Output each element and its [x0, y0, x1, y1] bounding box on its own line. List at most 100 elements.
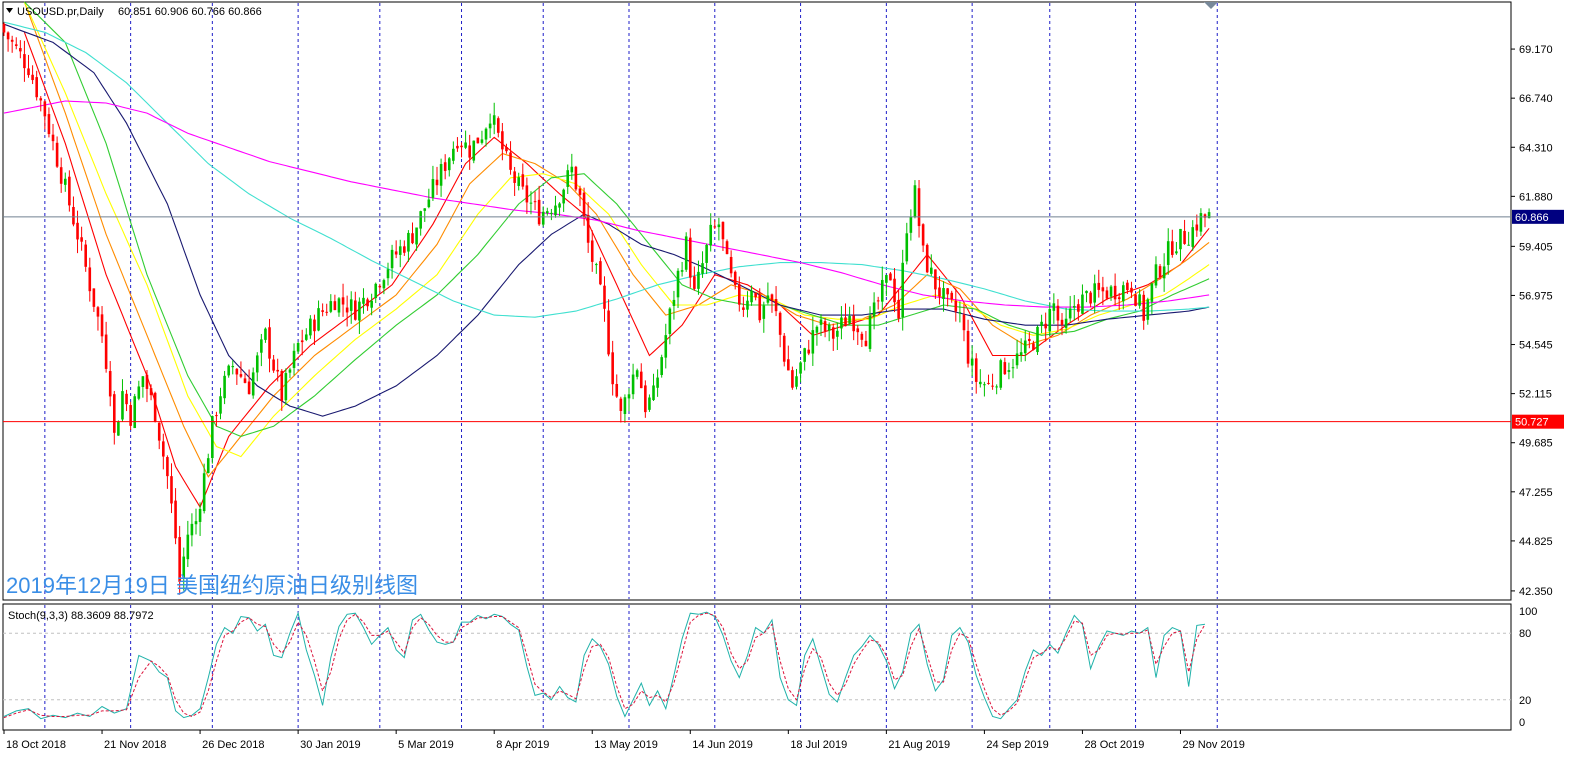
candle-body [1044, 323, 1047, 329]
candle-body [917, 188, 921, 227]
candle-body [415, 227, 418, 245]
x-tick-label: 21 Nov 2018 [104, 739, 166, 751]
candle-body [733, 271, 737, 285]
candle-body [827, 324, 831, 331]
candle-body [848, 316, 851, 324]
candle-body [370, 300, 373, 308]
candle-body [844, 317, 847, 327]
candle-body [954, 300, 958, 312]
candle-body [995, 386, 998, 388]
stochastic-axis: 100 80 20 0 [1519, 606, 1537, 729]
candle-body [398, 246, 402, 255]
candle-body [1089, 292, 1092, 304]
candle-body [1171, 241, 1174, 255]
candle-body [672, 299, 676, 306]
candle-body [901, 262, 904, 318]
candle-body [386, 269, 390, 279]
candle-body [309, 318, 312, 336]
candle-body [595, 264, 598, 266]
candle-body [738, 284, 741, 305]
candle-body [411, 233, 414, 244]
candle-body [31, 74, 34, 81]
candle-body [1134, 294, 1137, 306]
y-tick-label: 61.880 [1519, 191, 1553, 203]
candle-body [615, 383, 619, 397]
candle-body [938, 287, 941, 297]
candle-body [362, 297, 365, 304]
y-tick-label: 56.975 [1519, 290, 1553, 302]
candle-body [345, 307, 349, 313]
candle-body [419, 211, 422, 229]
candle-body [893, 278, 896, 303]
candle-body [496, 118, 500, 133]
x-tick-label: 28 Oct 2019 [1084, 739, 1144, 751]
candle-body [374, 283, 378, 299]
candle-body [1093, 283, 1096, 303]
candle-body [19, 48, 22, 52]
candle-body [88, 267, 92, 292]
candle-body [366, 299, 369, 307]
candle-body [174, 500, 177, 539]
candle-body [713, 226, 717, 228]
candle-body [680, 270, 684, 272]
candle-body [823, 321, 827, 332]
candle-body [1056, 305, 1060, 321]
candle-body [746, 300, 749, 310]
candle-body [942, 288, 945, 300]
candle-body [1032, 343, 1035, 350]
y-tick-label: 52.115 [1519, 389, 1552, 401]
price-panel[interactable] [2, 1, 1512, 601]
candle-body [378, 285, 382, 288]
dropdown-triangle-icon[interactable] [6, 8, 13, 13]
candle-body [149, 388, 153, 396]
x-tick-label: 5 Mar 2019 [398, 739, 454, 751]
candle-body [635, 370, 639, 377]
candle-body [1019, 352, 1023, 356]
candle-body [117, 421, 120, 436]
candle-body [186, 534, 190, 560]
candle-body [6, 32, 10, 40]
candle-body [68, 176, 71, 206]
candle-body [1003, 362, 1007, 375]
shift-marker-icon[interactable] [1204, 2, 1218, 9]
candle-body [1130, 287, 1133, 293]
candle-body [688, 237, 692, 278]
candle-body [59, 167, 63, 184]
candle-body [1052, 303, 1056, 311]
candle-body [480, 139, 484, 143]
candle-body [464, 142, 467, 148]
candle-body [100, 314, 104, 337]
candle-body [660, 357, 663, 375]
candle-body [501, 131, 504, 150]
candle-body [43, 101, 47, 117]
candle-body [729, 256, 733, 274]
candle-body [693, 276, 696, 289]
candle-body [836, 330, 839, 337]
candle-body [157, 422, 161, 441]
candle-body [1109, 286, 1113, 297]
candle-body [791, 370, 794, 388]
candle-body [272, 359, 275, 371]
candle-body [946, 288, 949, 295]
candle-body [80, 237, 83, 242]
candle-body [819, 319, 823, 325]
stochastic-panel[interactable] [2, 603, 1512, 731]
candle-body [145, 374, 149, 389]
candle-body [607, 310, 610, 355]
chart-title: USOUSD.pr,Daily [17, 6, 104, 18]
candle-body [231, 365, 235, 368]
candle-body [517, 177, 521, 186]
candle-body [403, 246, 406, 253]
candle-body [121, 391, 124, 420]
candle-body [921, 224, 925, 246]
candle-body [815, 326, 819, 333]
price-candles [2, 22, 1211, 595]
candle-body [623, 397, 627, 414]
candle-body [648, 397, 651, 410]
candle-body [1191, 227, 1195, 247]
candle-body [349, 299, 353, 311]
candle-body [1142, 294, 1146, 321]
candle-body [537, 199, 541, 225]
candle-body [1199, 213, 1203, 232]
moving-average-line [24, 1, 1210, 437]
